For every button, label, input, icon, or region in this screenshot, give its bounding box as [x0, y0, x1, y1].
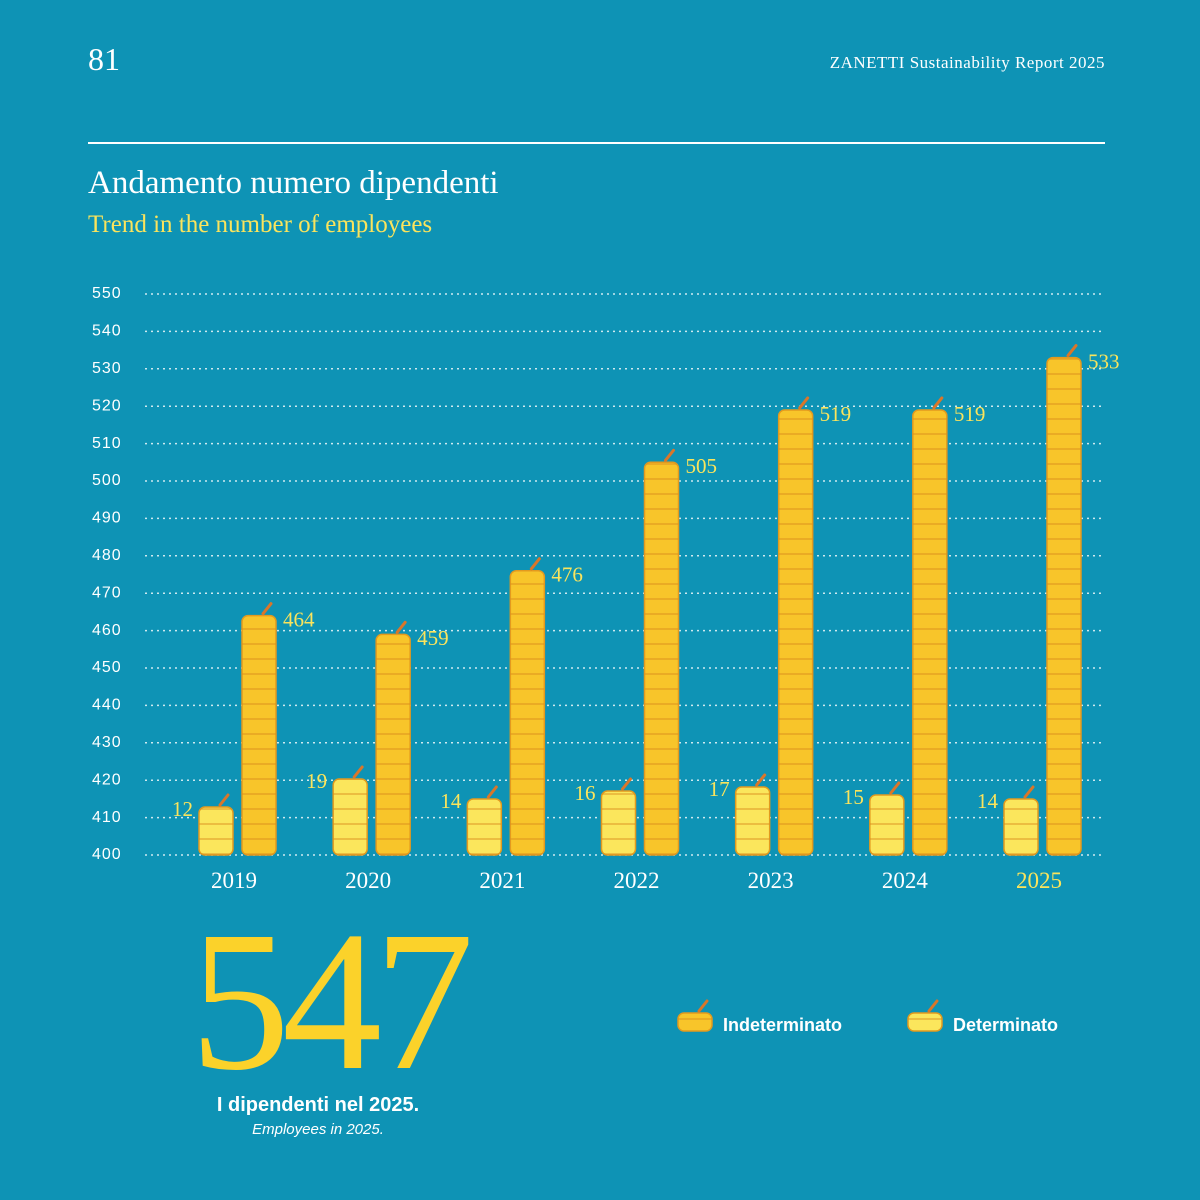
knife-icon [486, 785, 498, 799]
knife-icon [352, 765, 364, 779]
bar-texture [601, 791, 636, 855]
knife-icon [697, 999, 709, 1013]
highlight-subtext: Employees in 2025. [252, 1121, 384, 1138]
knife-icon [529, 557, 541, 571]
header: ZANETTI Sustainability Report 2025 [830, 53, 1105, 72]
y-tick-label: 520 [92, 397, 122, 414]
knife-icon [395, 620, 407, 634]
bar-texture [376, 634, 411, 855]
bar-texture [242, 615, 276, 855]
y-tick-label: 450 [92, 659, 122, 676]
x-tick-label: 2023 [748, 868, 794, 893]
bar-texture [908, 1013, 942, 1031]
bar-texture [199, 807, 233, 855]
y-tick-label: 490 [92, 510, 122, 527]
knife-icon [889, 781, 901, 795]
y-tick-label: 430 [92, 734, 122, 751]
plot: 400 410 420 430 440 450 460 470 480 490 500 510 520 5… [92, 285, 1120, 893]
value-label: 519 [820, 402, 852, 426]
highlight-text: I dipendenti nel 2025. [217, 1094, 419, 1116]
x-tick-label: 2022 [614, 868, 660, 893]
y-tick-label: 460 [92, 622, 122, 639]
value-label: 519 [954, 402, 986, 426]
y-tick-label: 400 [92, 846, 122, 863]
legend: Indeterminato Determinato [677, 999, 1058, 1035]
x-tick-label: 2019 [211, 868, 257, 893]
bar-texture [735, 787, 770, 855]
legend-label: Indeterminato [723, 1015, 842, 1035]
value-label: 16 [575, 781, 596, 805]
bar-texture [333, 779, 368, 855]
bar-texture [1047, 357, 1081, 855]
knife-icon [1066, 344, 1078, 358]
bar-texture [644, 462, 679, 855]
y-tick-label: 500 [92, 472, 122, 489]
value-label: 12 [172, 797, 193, 821]
knife-icon [218, 793, 230, 807]
value-label: 19 [306, 769, 327, 793]
value-label: 14 [977, 789, 999, 813]
knife-icon [927, 999, 939, 1013]
highlight-value: 547 [190, 891, 469, 1112]
y-tick-label: 420 [92, 771, 122, 788]
knife-icon [932, 396, 944, 410]
bar-texture [467, 799, 502, 855]
y-tick-label: 470 [92, 584, 122, 601]
bar-texture [1004, 799, 1038, 855]
bar-texture [912, 409, 947, 855]
value-label: 14 [440, 789, 462, 813]
bar-texture [678, 1013, 712, 1031]
x-tick-label: 2024 [882, 868, 929, 893]
value-label: 464 [283, 607, 315, 631]
y-tick-label: 410 [92, 809, 122, 826]
value-label: 533 [1088, 349, 1120, 373]
knife-icon [664, 448, 675, 462]
value-label: 17 [709, 777, 730, 801]
bar-texture [869, 795, 904, 855]
legend-label: Determinato [953, 1015, 1058, 1035]
knife-icon [261, 602, 273, 616]
knife-icon [755, 773, 767, 787]
y-tick-label: 540 [92, 323, 122, 340]
knife-icon [1023, 785, 1035, 799]
knife-icon [798, 396, 810, 410]
value-label: 476 [551, 563, 583, 587]
chart-title: Andamento numero dipendenti [88, 165, 499, 201]
page-number: 81 [88, 41, 120, 77]
value-label: 505 [686, 454, 718, 478]
knife-icon [621, 777, 632, 791]
y-tick-label: 480 [92, 547, 122, 564]
x-tick-label: 2020 [345, 868, 391, 893]
y-tick-label: 510 [92, 435, 122, 452]
x-tick-label: 2021 [479, 868, 525, 893]
bar-texture [510, 570, 545, 855]
y-tick-label: 550 [92, 285, 122, 302]
chart-subtitle: Trend in the number of employees [88, 211, 432, 238]
value-label: 15 [843, 785, 864, 809]
y-tick-label: 530 [92, 360, 122, 377]
y-tick-label: 440 [92, 697, 122, 714]
bar-texture [778, 409, 813, 855]
x-tick-label: 2025 [1016, 868, 1062, 893]
value-label: 459 [417, 626, 449, 650]
